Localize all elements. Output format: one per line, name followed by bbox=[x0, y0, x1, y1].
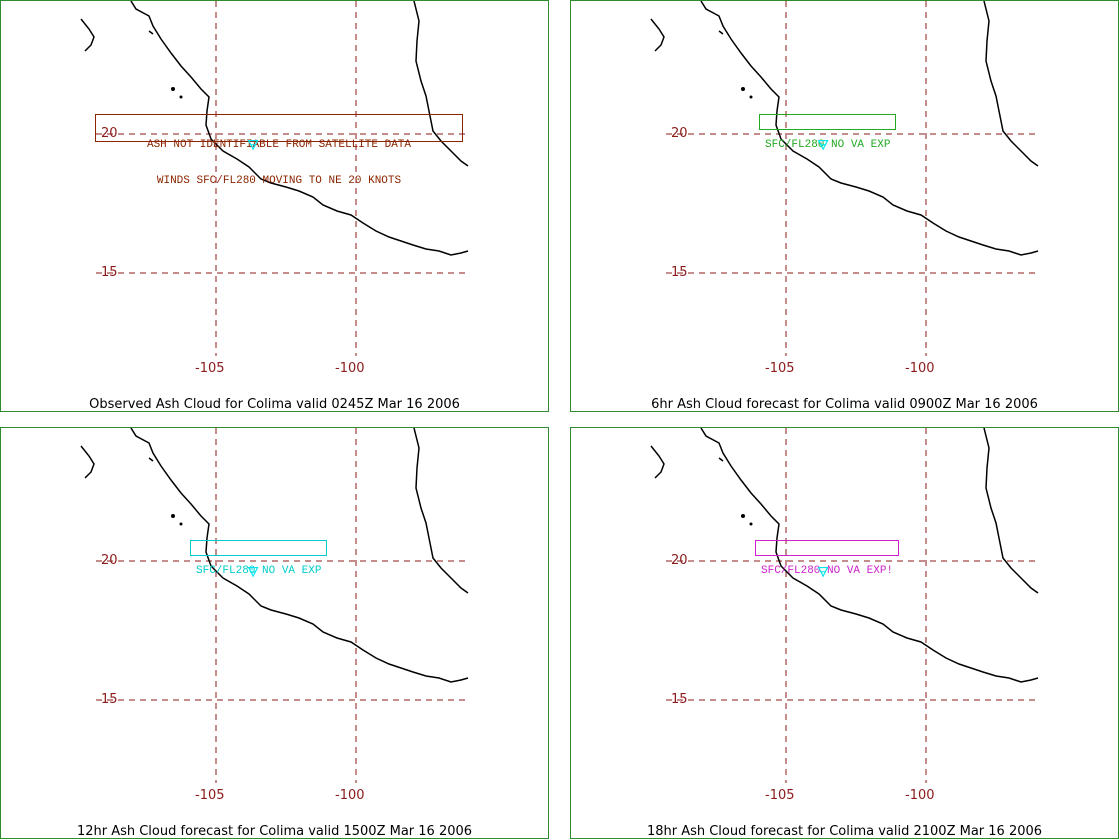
advisory-line: SFC/FL280 NO VA EXP! bbox=[761, 565, 894, 577]
lat-label-15: 15 bbox=[101, 692, 118, 707]
gulf-coastline bbox=[413, 1, 469, 167]
advisory-line: WINDS SFC/FL280 MOVING TO NE 20 KNOTS bbox=[156, 175, 402, 187]
lat-label-20: 20 bbox=[671, 126, 688, 141]
advisory-box: SFC/FL280 NO VA EXP! bbox=[755, 540, 900, 577]
lon-label-105: -105 bbox=[195, 361, 225, 376]
lat-label-20: 20 bbox=[671, 553, 688, 568]
pacific-coastline bbox=[130, 1, 469, 256]
advisory-box: SFC/FL280 NO VA EXP bbox=[759, 114, 897, 151]
island bbox=[148, 30, 154, 35]
gulf-coastline bbox=[413, 428, 469, 594]
map-panel-observed: 20 15 -105 -100 ASH NOT IDENTIFIABLE FRO… bbox=[0, 0, 549, 412]
pacific-coastline bbox=[700, 428, 1039, 683]
lat-label-20: 20 bbox=[101, 126, 118, 141]
map-panel-6hr: 20 15 -105 -100 SFC/FL280 NO VA EXP 🜃 6h… bbox=[570, 0, 1119, 412]
map-panel-12hr: 20 15 -105 -100 SFC/FL280 NO VA EXP 🜃 12… bbox=[0, 427, 549, 839]
advisory-line: ASH NOT IDENTIFIABLE FROM SATELLITE DATA bbox=[146, 139, 412, 151]
lon-label-100: -100 bbox=[335, 361, 365, 376]
island bbox=[741, 514, 745, 518]
volcano-marker-icon: 🜃 bbox=[247, 138, 260, 154]
panel-caption: 12hr Ash Cloud forecast for Colima valid… bbox=[76, 824, 473, 839]
volcano-marker-icon: 🜃 bbox=[247, 565, 260, 581]
baja-coastline bbox=[80, 18, 95, 52]
map-canvas bbox=[80, 1, 469, 356]
panel-caption: 18hr Ash Cloud forecast for Colima valid… bbox=[646, 824, 1043, 839]
island bbox=[741, 87, 745, 91]
advisory-line: SFC/FL280 NO VA EXP bbox=[196, 565, 322, 577]
gulf-coastline bbox=[983, 1, 1039, 167]
pacific-coastline bbox=[130, 428, 469, 683]
gulf-coastline bbox=[983, 428, 1039, 594]
island bbox=[718, 30, 724, 35]
island bbox=[749, 95, 753, 99]
lon-label-100: -100 bbox=[905, 788, 935, 803]
pacific-coastline bbox=[700, 1, 1039, 256]
island bbox=[171, 87, 175, 91]
baja-coastline bbox=[650, 18, 665, 52]
lat-label-15: 15 bbox=[101, 265, 118, 280]
island bbox=[148, 457, 154, 462]
island bbox=[718, 457, 724, 462]
lon-label-100: -100 bbox=[905, 361, 935, 376]
map-canvas bbox=[650, 1, 1039, 356]
island bbox=[179, 522, 183, 526]
panel-caption: Observed Ash Cloud for Colima valid 0245… bbox=[89, 397, 460, 412]
lon-label-105: -105 bbox=[195, 788, 225, 803]
lon-label-100: -100 bbox=[335, 788, 365, 803]
island bbox=[171, 514, 175, 518]
advisory-box: ASH NOT IDENTIFIABLE FROM SATELLITE DATA… bbox=[95, 114, 463, 187]
map-canvas bbox=[80, 428, 469, 783]
advisory-line: SFC/FL280 NO VA EXP bbox=[765, 139, 891, 151]
lat-label-20: 20 bbox=[101, 553, 118, 568]
volcano-marker-icon: 🜃 bbox=[817, 565, 830, 581]
baja-coastline bbox=[650, 445, 665, 479]
lat-label-15: 15 bbox=[671, 692, 688, 707]
island bbox=[179, 95, 183, 99]
baja-coastline bbox=[80, 445, 95, 479]
lat-label-15: 15 bbox=[671, 265, 688, 280]
lon-label-105: -105 bbox=[765, 788, 795, 803]
advisory-box: SFC/FL280 NO VA EXP bbox=[190, 540, 328, 577]
map-panel-18hr: 20 15 -105 -100 SFC/FL280 NO VA EXP! 🜃 1… bbox=[570, 427, 1119, 839]
map-canvas bbox=[650, 428, 1039, 783]
island bbox=[749, 522, 753, 526]
volcano-marker-icon: 🜃 bbox=[817, 138, 830, 154]
panel-caption: 6hr Ash Cloud forecast for Colima valid … bbox=[651, 397, 1038, 412]
lon-label-105: -105 bbox=[765, 361, 795, 376]
